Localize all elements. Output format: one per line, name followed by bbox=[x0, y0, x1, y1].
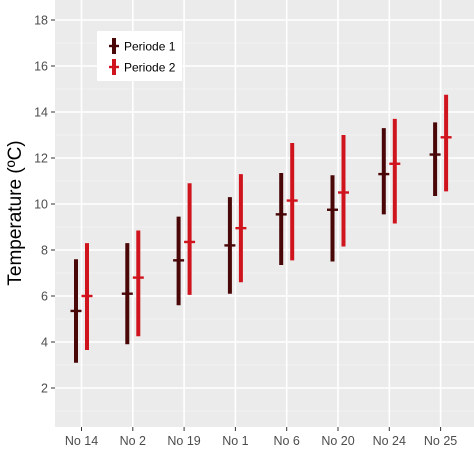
y-tick-label: 14 bbox=[34, 106, 48, 120]
y-tick-label: 16 bbox=[34, 60, 48, 74]
x-tick-label: No 25 bbox=[424, 434, 457, 448]
y-tick-label: 12 bbox=[34, 152, 48, 166]
x-tick-label: No 20 bbox=[321, 434, 354, 448]
legend-label: Periode 1 bbox=[124, 40, 176, 54]
legend-box bbox=[97, 31, 182, 81]
x-tick-label: No 14 bbox=[65, 434, 98, 448]
x-tick-label: No 19 bbox=[167, 434, 200, 448]
y-tick-label: 8 bbox=[41, 244, 48, 258]
x-axis: No 14 No 2 No 19 No 1 No 6 No 20 No 24 No 25 bbox=[65, 427, 457, 448]
y-tick-label: 6 bbox=[41, 290, 48, 304]
y-axis: 2 4 6 8 10 12 14 16 18 bbox=[34, 14, 55, 396]
x-tick-label: No 24 bbox=[373, 434, 406, 448]
grid-major bbox=[55, 0, 474, 427]
y-axis-title: Temperature (ºC) bbox=[5, 140, 26, 285]
y-tick-label: 18 bbox=[34, 14, 48, 28]
legend-label: Periode 2 bbox=[124, 61, 176, 75]
x-tick-label: No 2 bbox=[120, 434, 146, 448]
y-tick-label: 2 bbox=[41, 382, 48, 396]
y-tick-label: 10 bbox=[34, 198, 48, 212]
legend: Periode 1 Periode 2 bbox=[97, 31, 182, 81]
x-tick-label: No 6 bbox=[273, 434, 299, 448]
x-tick-label: No 1 bbox=[222, 434, 248, 448]
y-tick-label: 4 bbox=[41, 336, 48, 350]
error-bars bbox=[70, 94, 452, 363]
